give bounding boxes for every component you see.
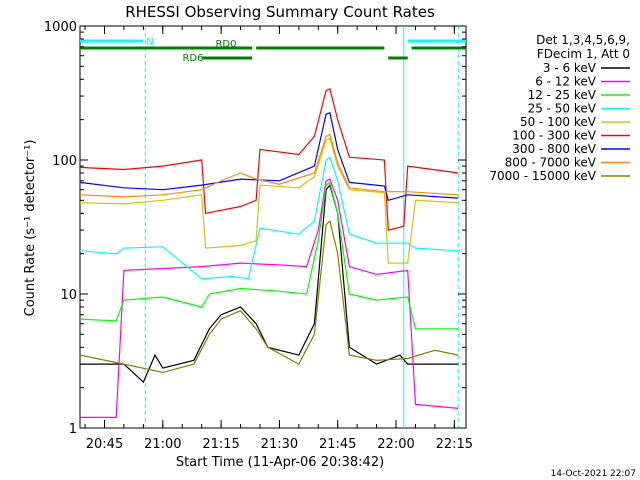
- flag-bar-label: N: [146, 37, 153, 48]
- legend-entry-label: 100 - 300 keV: [512, 129, 596, 143]
- y-tick-label: 1: [69, 422, 77, 437]
- legend-entry-label: 25 - 50 keV: [528, 102, 597, 116]
- legend-header-line-2: FDecim 1, Att 0: [537, 47, 630, 61]
- series-line: [79, 137, 459, 264]
- flag-bar-label: RD0: [215, 39, 236, 50]
- y-tick-label: 10: [60, 288, 77, 303]
- x-tick-label: 21:00: [144, 437, 181, 452]
- vertical-markers: [144, 26, 459, 428]
- y-axis-label: Count Rate (s⁻¹ detector⁻¹): [23, 140, 38, 317]
- series-line: [80, 178, 459, 418]
- series-line: [80, 183, 459, 384]
- legend-entry-label: 3 - 6 keV: [543, 61, 597, 75]
- flag-bars: N RD0 RD6: [80, 37, 466, 64]
- legend-entry-label: 6 - 12 keV: [535, 75, 597, 89]
- x-tick-label: 21:30: [261, 437, 298, 452]
- series-line: [79, 112, 459, 202]
- series-line: [79, 133, 459, 198]
- series-lines: [79, 87, 459, 418]
- x-tick-label: 22:00: [377, 437, 414, 452]
- x-axis: 20:45 21:00 21:15 21:30 21:45 22:00 22:15: [84, 26, 473, 452]
- x-tick-label: 21:45: [319, 437, 356, 452]
- series-line: [79, 87, 459, 231]
- y-tick-label: 100: [52, 154, 77, 169]
- legend-entry-label: 800 - 7000 keV: [505, 156, 597, 170]
- y-tick-label: 1000: [44, 20, 77, 35]
- x-tick-label: 20:45: [86, 437, 123, 452]
- x-axis-label: Start Time (11-Apr-06 20:38:42): [176, 455, 384, 470]
- legend-entry-label: 12 - 25 keV: [528, 88, 597, 102]
- plot-frame: [79, 25, 467, 429]
- flag-bar-label: RD6: [182, 53, 203, 64]
- chart-title: RHESSI Observing Summary Count Rates: [125, 3, 435, 21]
- legend-header-line-1: Det 1,3,4,5,6,9,: [536, 33, 630, 47]
- legend-entry-label: 300 - 800 keV: [512, 142, 596, 156]
- x-tick-label: 21:15: [202, 437, 239, 452]
- footer-timestamp: 14-Oct-2021 22:07: [551, 469, 636, 479]
- legend-entry-label: 50 - 100 keV: [520, 115, 597, 129]
- y-axis: 1 10 100 1000: [44, 20, 466, 437]
- legend: Det 1,3,4,5,6,9, FDecim 1, Att 0 3 - 6 k…: [489, 33, 630, 183]
- legend-entry-label: 7000 - 15000 keV: [489, 169, 596, 183]
- series-line: [79, 181, 459, 330]
- x-tick-label: 22:15: [436, 437, 473, 452]
- series-line: [79, 219, 459, 374]
- series-line: [79, 156, 459, 280]
